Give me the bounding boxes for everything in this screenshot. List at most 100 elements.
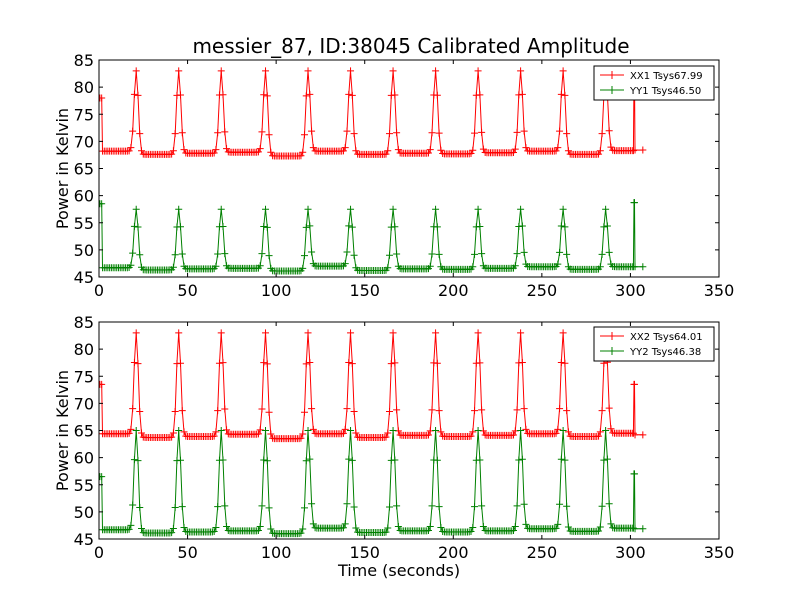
- data-point: [393, 129, 401, 137]
- data-point: [175, 329, 183, 337]
- data-point: [210, 432, 218, 440]
- data-point: [300, 131, 308, 139]
- data-point: [223, 522, 231, 530]
- y-tick-label: 75: [74, 105, 94, 124]
- data-point: [432, 427, 440, 434]
- data-point: [474, 67, 482, 75]
- x-tick-label: 50: [177, 281, 197, 300]
- data-point: [212, 523, 220, 531]
- data-point: [428, 250, 436, 258]
- data-point: [221, 405, 229, 413]
- series-markers-1-1: [99, 427, 647, 538]
- data-point: [598, 250, 606, 258]
- legend-label: XX1 Tsys67.99: [630, 71, 703, 82]
- data-point: [219, 359, 227, 367]
- x-tick-label: 200: [438, 543, 469, 562]
- x-tick-label: 0: [94, 543, 104, 562]
- data-point: [520, 127, 528, 135]
- data-point: [510, 526, 518, 534]
- data-point: [171, 503, 179, 511]
- data-point: [602, 427, 610, 434]
- data-point: [341, 144, 349, 152]
- data-point: [559, 427, 567, 434]
- plot-area: [99, 67, 647, 275]
- data-point: [384, 147, 392, 155]
- data-point: [513, 502, 521, 510]
- x-tick-label: 100: [261, 281, 292, 300]
- data-point: [136, 407, 144, 415]
- x-tick-label: 0: [94, 281, 104, 300]
- data-point: [564, 428, 572, 436]
- legend: XX2 Tsys64.01 YY2 Tsys46.38: [593, 326, 715, 362]
- data-point: [345, 455, 353, 463]
- data-point: [598, 407, 606, 415]
- data-point: [432, 329, 440, 337]
- data-point: [382, 150, 390, 158]
- data-point: [308, 248, 316, 256]
- y-tick-label: 60: [74, 187, 94, 206]
- data-point: [256, 522, 264, 530]
- data-point: [556, 500, 564, 508]
- figure-title: messier_87, ID:38045 Calibrated Amplitud…: [192, 34, 629, 58]
- legend-label: XX2 Tsys64.01: [630, 332, 703, 343]
- data-point: [178, 129, 186, 137]
- data-point: [557, 90, 565, 98]
- data-point: [428, 129, 436, 137]
- data-point: [596, 523, 604, 531]
- data-point: [350, 130, 358, 138]
- data-point: [426, 262, 434, 270]
- data-point: [215, 359, 223, 367]
- data-point: [631, 431, 639, 439]
- data-point: [309, 144, 317, 152]
- data-point: [384, 264, 392, 272]
- data-point: [522, 144, 530, 152]
- data-point: [605, 248, 613, 256]
- data-point: [426, 522, 434, 530]
- data-point: [347, 205, 355, 213]
- data-point: [520, 500, 528, 508]
- y-tick-label: 55: [74, 476, 94, 495]
- data-point: [520, 405, 528, 413]
- data-point: [639, 146, 647, 154]
- data-point: [258, 405, 266, 413]
- y-tick-label: 60: [74, 449, 94, 468]
- data-point: [265, 252, 273, 260]
- series-line-0-1: [99, 202, 643, 272]
- data-point: [476, 91, 484, 99]
- data-point: [435, 250, 443, 258]
- data-point: [510, 148, 518, 156]
- data-point: [214, 503, 222, 511]
- data-point: [265, 408, 273, 416]
- data-point: [433, 359, 441, 367]
- data-point: [129, 249, 137, 257]
- data-point: [517, 205, 525, 213]
- data-point: [471, 129, 479, 137]
- data-point: [345, 90, 353, 98]
- data-point: [428, 406, 436, 414]
- data-point: [180, 428, 188, 436]
- legend-entry: YY1 Tsys46.50: [600, 86, 701, 97]
- legend-label: YY2 Tsys46.38: [629, 347, 701, 358]
- data-point: [176, 91, 184, 99]
- data-point: [432, 205, 440, 213]
- data-point: [299, 148, 307, 156]
- data-point: [478, 406, 486, 414]
- data-point: [476, 456, 484, 464]
- data-point: [134, 457, 142, 465]
- data-point: [180, 146, 188, 154]
- data-point: [138, 147, 146, 155]
- data-point: [605, 127, 613, 135]
- data-point: [476, 223, 484, 231]
- data-point: [389, 427, 397, 434]
- data-point: [556, 248, 564, 256]
- data-point: [223, 145, 231, 153]
- data-point: [382, 433, 390, 441]
- x-tick-label: 150: [349, 281, 380, 300]
- data-point: [304, 329, 312, 337]
- data-point: [263, 457, 271, 465]
- series-line-0-0: [99, 70, 643, 157]
- data-point: [435, 407, 443, 415]
- data-point: [561, 223, 569, 231]
- data-point: [219, 91, 227, 99]
- data-point: [343, 405, 351, 413]
